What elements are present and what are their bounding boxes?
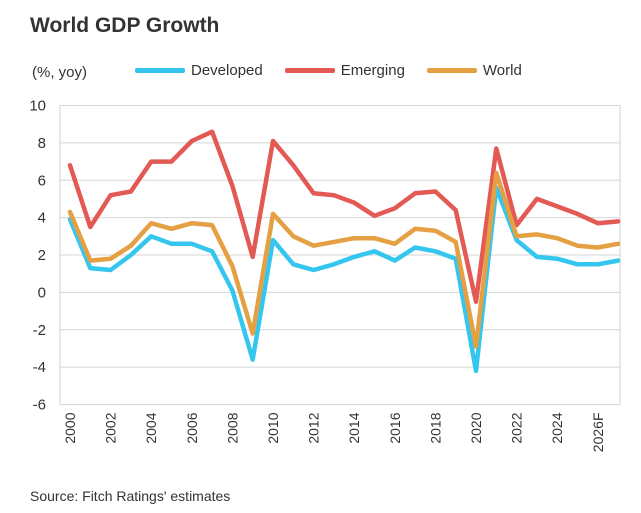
x-tick-label: 2002 — [103, 412, 119, 443]
y-tick-label: 8 — [38, 135, 46, 152]
x-tick-label: 2012 — [306, 412, 322, 443]
legend-swatch — [426, 68, 477, 73]
legend-swatch — [284, 68, 335, 73]
series-line-developed — [67, 185, 621, 374]
legend: Developed Emerging World — [135, 62, 522, 79]
legend-label: Emerging — [340, 62, 405, 79]
legend-label: Developed — [191, 62, 263, 79]
x-tick-label: 2000 — [62, 412, 78, 443]
x-tick-label: 2016 — [387, 412, 403, 443]
y-tick-label: -2 — [33, 322, 46, 339]
x-tick-label: 2024 — [549, 412, 565, 443]
legend-swatch — [135, 68, 185, 73]
y-tick-label: 4 — [38, 210, 46, 227]
x-tick-label: 2022 — [509, 412, 525, 443]
source-note: Source: Fitch Ratings' estimates — [30, 488, 231, 504]
legend-label: World — [482, 62, 522, 79]
series-line-world — [67, 170, 621, 349]
chart-title: World GDP Growth — [30, 14, 220, 37]
y-tick-label: -4 — [33, 359, 46, 376]
x-tick-label: 2014 — [346, 412, 362, 443]
legend-item-world: World — [426, 62, 522, 79]
y-tick-label: -6 — [33, 397, 46, 414]
y-axis-label: (%, yoy) — [32, 64, 88, 81]
x-tick-label: 2018 — [427, 412, 443, 443]
x-tick-label: 2020 — [468, 412, 484, 443]
series-line-emerging — [67, 129, 621, 304]
x-tick-label: 2010 — [265, 412, 281, 443]
y-tick-label: 0 — [38, 284, 46, 301]
x-tick-label: 2004 — [143, 412, 159, 443]
y-tick-label: 6 — [38, 172, 46, 189]
x-tick-label: 2008 — [224, 412, 240, 443]
legend-item-developed: Developed — [135, 62, 263, 79]
legend-item-emerging: Emerging — [284, 62, 405, 79]
y-tick-label: 10 — [29, 98, 46, 115]
x-tick-label: 2006 — [184, 412, 200, 443]
y-tick-label: 2 — [38, 247, 46, 264]
x-tick-label: 2026F — [590, 413, 606, 453]
